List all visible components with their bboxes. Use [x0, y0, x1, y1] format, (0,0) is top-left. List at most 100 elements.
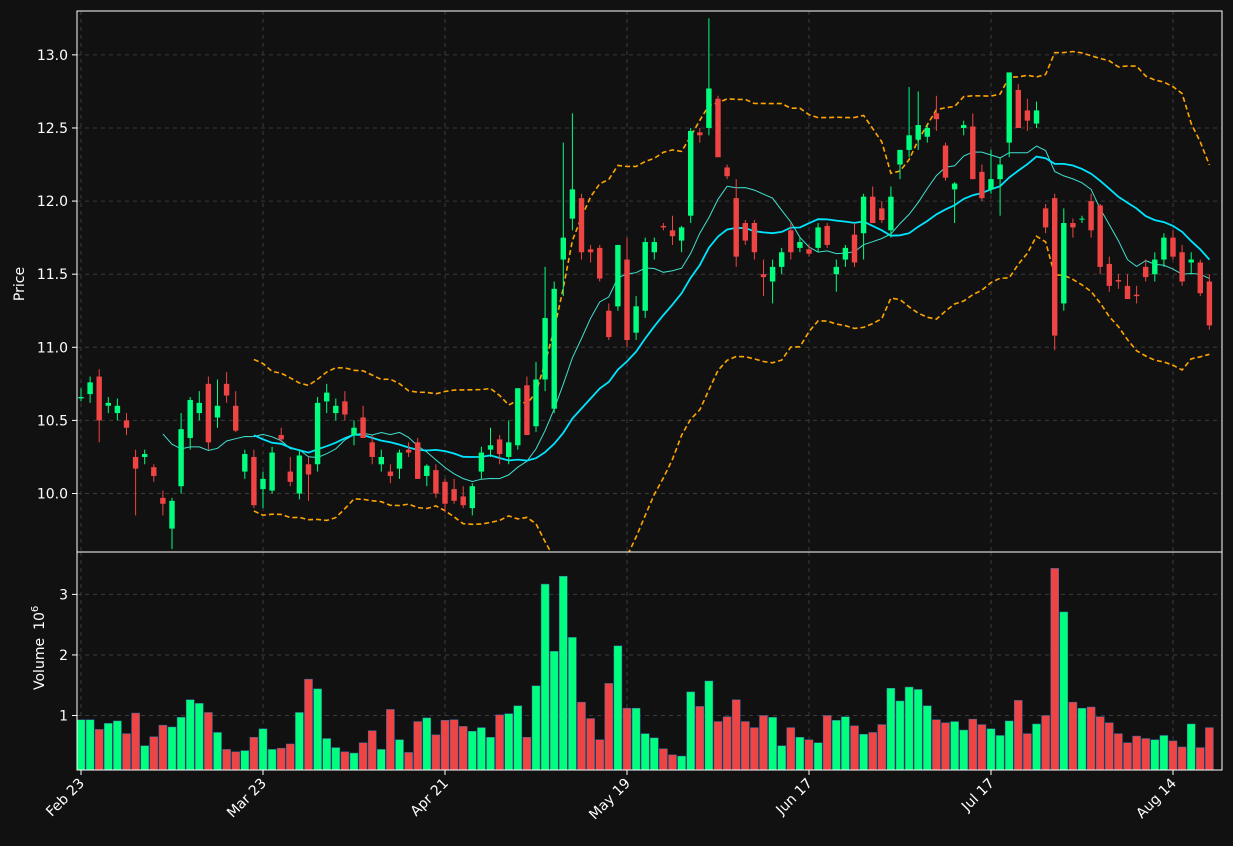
volume-bar	[1105, 722, 1114, 770]
candle-body	[223, 383, 230, 396]
volume-bar	[340, 751, 350, 770]
candle-body	[715, 98, 721, 158]
candle	[260, 471, 266, 509]
candle-body	[660, 225, 667, 228]
volume-bar	[77, 719, 86, 770]
candle-body	[296, 455, 303, 494]
candle-body	[324, 392, 330, 402]
candle	[442, 478, 448, 513]
volume-bar	[1068, 701, 1078, 770]
candle-body	[278, 435, 284, 440]
candle	[1179, 244, 1185, 286]
candle-body	[642, 242, 648, 311]
candle-body	[870, 196, 876, 224]
volume-bar	[586, 718, 595, 770]
volume-bar	[386, 709, 395, 770]
volume-bar	[395, 739, 404, 770]
volume-bar	[322, 738, 331, 770]
candle-body	[624, 259, 630, 340]
volume-bar	[167, 726, 177, 770]
candle	[924, 125, 930, 143]
candle	[833, 259, 839, 292]
candle-body	[724, 167, 730, 177]
candle	[1206, 274, 1213, 330]
volume-bar	[1141, 738, 1150, 770]
candle-body	[396, 452, 403, 469]
candle	[961, 120, 967, 136]
candle-body	[1006, 72, 1012, 143]
candle	[569, 113, 576, 231]
volume-bar	[1205, 727, 1214, 770]
candle	[706, 18, 712, 136]
candle	[87, 376, 93, 403]
candle-body	[132, 456, 139, 469]
candle	[287, 456, 293, 487]
candle	[606, 303, 612, 340]
volume-bar	[768, 717, 777, 770]
candle	[933, 95, 940, 131]
candle	[824, 223, 830, 248]
candle-body	[205, 383, 212, 443]
candle	[988, 149, 994, 194]
candle	[187, 397, 193, 450]
candle-body	[1124, 285, 1131, 300]
candle	[642, 237, 648, 319]
volume-bar	[531, 685, 541, 770]
volume-bar	[1059, 611, 1069, 770]
candle-body	[769, 266, 776, 282]
candle	[560, 142, 566, 297]
volume-bar	[640, 733, 650, 770]
candle	[733, 179, 739, 267]
candle-body	[460, 496, 466, 506]
candle	[378, 449, 384, 472]
candle	[415, 437, 421, 479]
candle	[360, 405, 366, 438]
candle	[296, 449, 303, 500]
volume-bar	[913, 689, 923, 770]
candle	[970, 113, 976, 180]
lower-band-line	[253, 235, 1210, 552]
candle-body	[251, 456, 257, 506]
candle-body	[951, 183, 958, 190]
candle	[1143, 259, 1149, 282]
candle	[1006, 72, 1012, 158]
candle-body	[160, 497, 166, 504]
volume-bar	[950, 721, 959, 770]
candle	[879, 201, 885, 224]
volume-bar	[222, 749, 231, 770]
candle-body	[1206, 281, 1213, 326]
moving-averages	[162, 145, 1211, 483]
candle	[542, 266, 548, 392]
candle-body	[942, 145, 949, 178]
candle-body	[305, 464, 312, 475]
candle	[515, 388, 521, 450]
volume-bar	[1114, 733, 1123, 770]
volume-bar	[104, 723, 113, 770]
candle	[1070, 218, 1076, 238]
candle	[351, 420, 357, 446]
candle	[196, 391, 202, 421]
candle	[469, 483, 475, 516]
grid-lines	[77, 11, 1222, 770]
candle-body	[442, 481, 448, 504]
candle-body	[1115, 280, 1122, 282]
volume-bar	[786, 727, 796, 770]
candle	[1033, 101, 1040, 128]
candle-body	[669, 230, 676, 237]
volume-bar	[1023, 733, 1032, 770]
candle-body	[515, 388, 521, 446]
volume-panel-frame	[76, 551, 1223, 771]
candle-body	[824, 225, 830, 245]
volume-bar	[986, 728, 996, 770]
price-tick-label: 10.0	[37, 487, 68, 503]
candle	[1042, 204, 1049, 234]
volume-bar	[131, 712, 140, 770]
volume-bar	[868, 732, 877, 770]
candle	[860, 193, 867, 260]
candle	[223, 372, 230, 403]
candle-body	[988, 179, 994, 190]
candle	[688, 127, 694, 224]
volume-bar	[741, 721, 750, 770]
candle-body	[169, 500, 175, 529]
price-tick-label: 12.5	[37, 121, 68, 137]
